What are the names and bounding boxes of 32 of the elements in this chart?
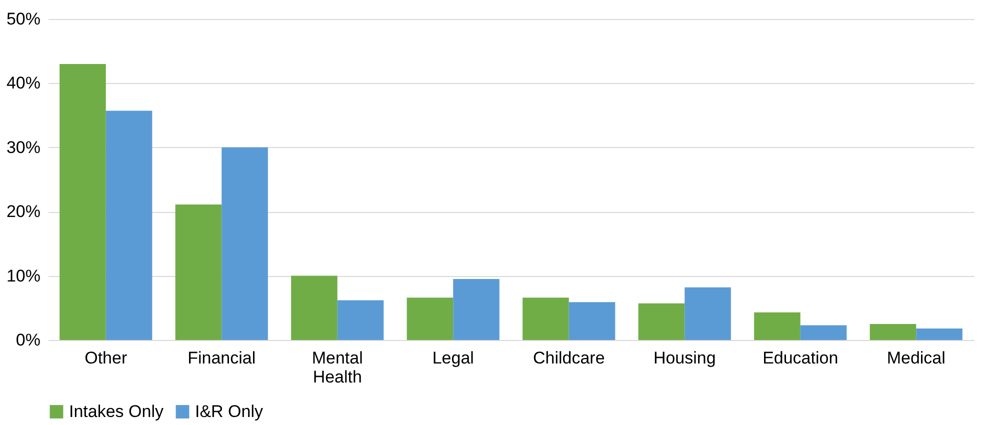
- bar: [870, 324, 916, 340]
- bar: [106, 110, 152, 340]
- x-tick-label: Legal: [432, 348, 474, 368]
- y-tick-label: 30%: [6, 138, 40, 157]
- bar: [568, 302, 616, 340]
- bar: [291, 276, 338, 340]
- bar: [222, 147, 268, 340]
- x-tick-label: Financial: [188, 348, 256, 368]
- bar: [60, 64, 106, 340]
- x-tick-label: Education: [762, 348, 838, 368]
- x-tick-label: Medical: [886, 348, 946, 368]
- x-tick-label: Childcare: [532, 348, 605, 368]
- legend-label: I&R Only: [195, 402, 264, 421]
- y-tick-label: 20%: [6, 202, 40, 222]
- bar: [175, 204, 222, 340]
- x-tick-label: Other: [84, 348, 128, 368]
- y-tick-label: 50%: [6, 10, 40, 28]
- y-tick-label: 10%: [6, 266, 40, 286]
- bar: [916, 328, 962, 340]
- bar: [337, 300, 384, 340]
- bar: [684, 287, 731, 340]
- bar: [800, 325, 847, 340]
- bar: [754, 312, 800, 340]
- bar: [638, 303, 685, 340]
- legend-label: Intakes Only: [69, 402, 164, 421]
- y-tick-label: 0%: [16, 330, 40, 350]
- x-tick-label: Mental Health: [312, 348, 363, 386]
- bar: [453, 279, 500, 340]
- x-tick-label: Housing: [653, 348, 716, 368]
- bar: [522, 298, 569, 340]
- bar: [406, 298, 454, 340]
- y-tick-label: 40%: [6, 74, 40, 93]
